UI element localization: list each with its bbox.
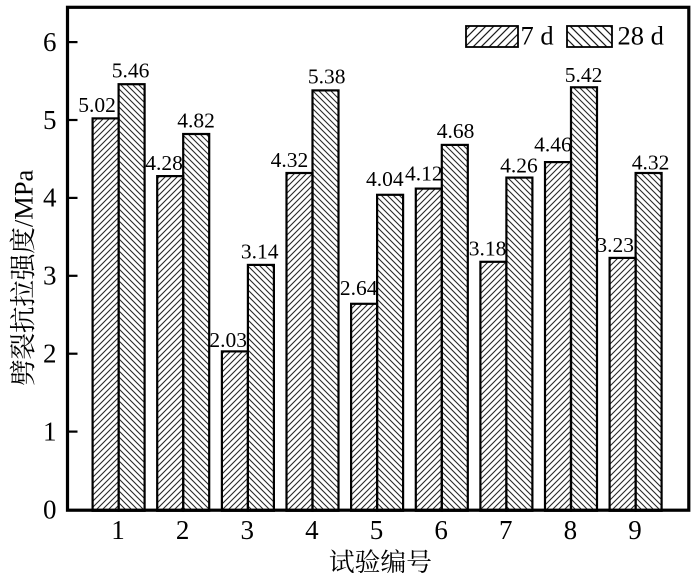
svg-text:3: 3	[240, 515, 254, 545]
svg-text:4.28: 4.28	[145, 151, 183, 175]
svg-text:3: 3	[43, 261, 57, 291]
svg-text:5.42: 5.42	[565, 63, 603, 87]
svg-text:4.12: 4.12	[405, 162, 443, 186]
svg-text:4.68: 4.68	[437, 119, 475, 143]
svg-text:5: 5	[370, 515, 384, 545]
svg-text:4: 4	[43, 183, 57, 213]
svg-text:1: 1	[111, 515, 125, 545]
svg-text:/MPa: /MPa	[8, 169, 38, 227]
svg-text:5: 5	[43, 105, 57, 135]
svg-text:1: 1	[43, 416, 57, 446]
svg-text:5.46: 5.46	[112, 59, 150, 83]
svg-text:4: 4	[305, 515, 319, 545]
svg-text:4.82: 4.82	[177, 109, 215, 133]
svg-text:8: 8	[564, 515, 578, 545]
svg-text:6: 6	[43, 27, 57, 57]
svg-text:3.18: 3.18	[469, 237, 507, 261]
svg-text:6: 6	[434, 515, 448, 545]
svg-text:3.23: 3.23	[596, 233, 634, 257]
svg-text:2.64: 2.64	[340, 276, 378, 300]
svg-text:2: 2	[176, 515, 190, 545]
svg-text:5.02: 5.02	[78, 93, 116, 117]
svg-text:7: 7	[499, 515, 513, 545]
svg-text:4.04: 4.04	[366, 167, 404, 191]
svg-text:4.46: 4.46	[534, 133, 572, 157]
svg-text:0: 0	[43, 494, 57, 524]
svg-text:4.26: 4.26	[500, 154, 538, 178]
svg-text:9: 9	[628, 515, 642, 545]
svg-text:5.38: 5.38	[308, 65, 346, 89]
svg-text:4.32: 4.32	[271, 148, 309, 172]
svg-text:2: 2	[43, 339, 57, 369]
svg-text:28 d: 28 d	[618, 21, 664, 51]
svg-text:4.32: 4.32	[632, 151, 670, 175]
svg-text:3.14: 3.14	[241, 239, 279, 263]
svg-text:2.03: 2.03	[209, 328, 247, 352]
svg-text:7 d: 7 d	[521, 21, 554, 51]
